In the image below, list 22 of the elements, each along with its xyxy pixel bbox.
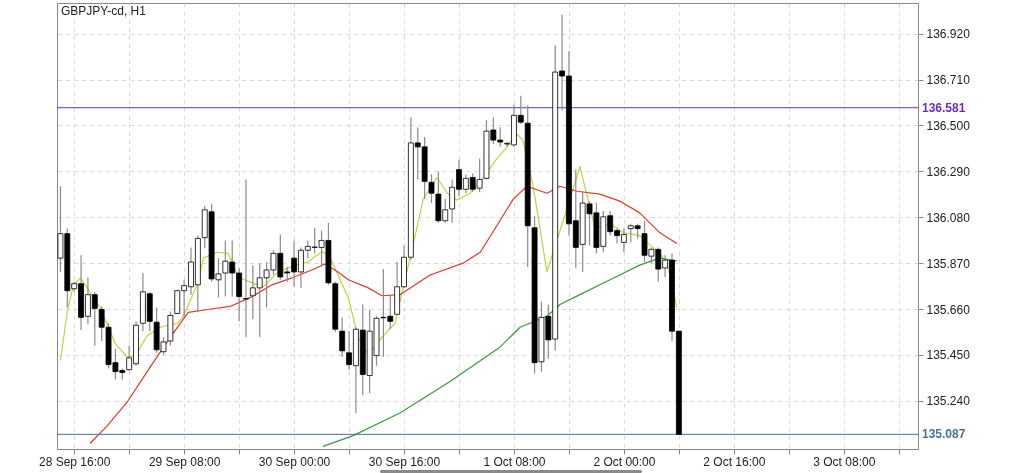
x-tick-label: 2 Oct 00:00 xyxy=(593,454,656,469)
y-tick-label: 135.240 xyxy=(926,394,971,409)
ref-line-label: 135.087 xyxy=(922,427,966,442)
x-tick-label: 30 Sep 16:00 xyxy=(368,454,441,469)
y-tick-label: 136.920 xyxy=(926,27,971,42)
y-tick-label: 135.870 xyxy=(926,256,971,271)
x-tick-label: 29 Sep 08:00 xyxy=(148,454,221,469)
x-tick-label: 30 Sep 00:00 xyxy=(258,454,331,469)
y-tick-label: 135.450 xyxy=(926,348,971,363)
x-tick-label: 2 Oct 16:00 xyxy=(703,454,766,469)
candlestick xyxy=(339,316,346,358)
y-tick-label: 136.290 xyxy=(926,164,971,179)
y-tick-label: 135.660 xyxy=(926,302,971,317)
y-tick-label: 136.080 xyxy=(926,210,971,225)
x-tick-label: 28 Sep 16:00 xyxy=(38,454,111,469)
y-tick-label: 136.710 xyxy=(926,73,971,88)
ref-line-label: 136.581 xyxy=(922,100,966,115)
y-tick-label: 136.500 xyxy=(926,118,971,133)
chart-title: GBPJPY-cd, H1 xyxy=(61,4,147,18)
x-tick-label: 3 Oct 08:00 xyxy=(813,454,876,469)
x-tick-label: 1 Oct 08:00 xyxy=(483,454,546,469)
candlestick xyxy=(243,178,249,338)
